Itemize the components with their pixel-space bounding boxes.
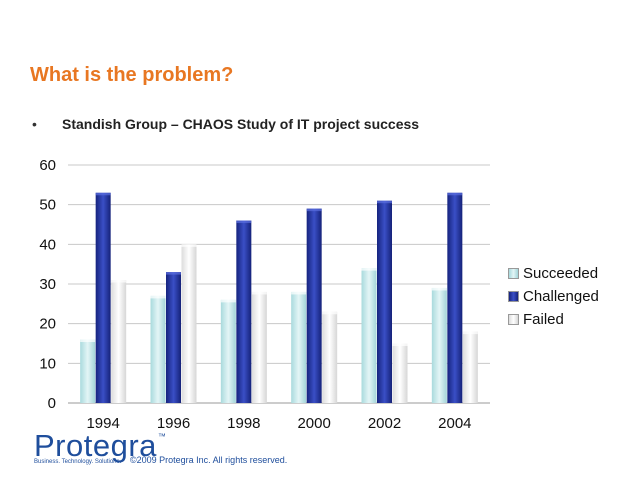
x-tick-label: 2000 [297, 415, 330, 432]
bar-cap-succeeded-1998 [220, 299, 236, 303]
legend-swatch-succeeded [508, 268, 519, 279]
bar-cap-succeeded-1994 [80, 339, 96, 343]
bar-cap-failed-2000 [322, 311, 338, 315]
y-tick-label: 10 [39, 355, 56, 372]
protegra-logo: Protegra™ [34, 428, 166, 464]
gridlines [68, 164, 490, 404]
y-axis-labels: 0 10 20 30 40 50 60 [39, 157, 56, 412]
legend-label-challenged: Challenged [523, 288, 599, 305]
y-tick-label: 60 [39, 157, 56, 174]
x-tick-label: 1994 [86, 415, 119, 432]
bar-succeeded-2000 [291, 291, 307, 403]
bullet-text: Standish Group – CHAOS Study of IT proje… [62, 116, 420, 132]
logo-tagline: Business. Technology. Solutions. [34, 459, 122, 465]
y-tick-label: 30 [39, 276, 56, 293]
bar-challenged-1998 [236, 220, 252, 403]
legend-swatch-challenged [508, 291, 519, 302]
chart-legend: Succeeded Challenged Failed [508, 262, 599, 331]
bar-cap-challenged-2002 [377, 200, 392, 204]
bar-failed-2000 [322, 311, 338, 403]
y-tick-label: 50 [39, 197, 56, 214]
bar-cap-challenged-1994 [95, 192, 111, 196]
bar-failed-1996 [181, 244, 197, 403]
bar-challenged-2000 [306, 208, 322, 403]
bar-failed-1994 [111, 280, 127, 403]
bar-cap-succeeded-2004 [431, 287, 447, 291]
bar-challenged-1994 [95, 192, 111, 403]
y-tick-label: 20 [39, 316, 56, 333]
bar-succeeded-2004 [431, 287, 447, 403]
bar-succeeded-1994 [80, 339, 96, 403]
logo-trademark: ™ [157, 432, 167, 441]
bar-cap-succeeded-2000 [291, 291, 307, 295]
y-tick-label: 40 [39, 236, 56, 253]
bar-succeeded-1996 [150, 295, 166, 403]
x-tick-label: 2002 [368, 415, 401, 432]
bullet-item: • Standish Group – CHAOS Study of IT proj… [32, 116, 419, 132]
bar-cap-challenged-2000 [306, 208, 322, 212]
x-axis-labels: 1994 1996 1998 2000 2002 2004 [86, 415, 471, 432]
x-tick-label: 1996 [157, 415, 190, 432]
bar-challenged-2004 [447, 192, 463, 403]
bar-failed-2002 [392, 343, 408, 403]
copyright-text: ©2009 Protegra Inc. All rights reserved. [130, 455, 288, 465]
bullet-marker: • [32, 116, 37, 132]
bar-succeeded-1998 [220, 299, 236, 403]
logo-text: Protegra [34, 428, 157, 463]
bar-cap-failed-1994 [111, 280, 127, 283]
bar-succeeded-2002 [361, 268, 377, 403]
bar-cap-failed-2004 [462, 331, 478, 335]
bar-cap-succeeded-2002 [361, 268, 377, 271]
legend-swatch-failed [508, 314, 519, 325]
bar-challenged-1996 [166, 272, 181, 403]
slide-title: What is the problem? [30, 64, 234, 86]
legend-label-succeeded: Succeeded [523, 265, 599, 282]
bar-cap-failed-1998 [251, 291, 267, 295]
bar-cap-failed-1996 [181, 244, 197, 247]
bar-cap-succeeded-1996 [150, 295, 166, 299]
bar-failed-1998 [251, 291, 267, 403]
bar-cap-challenged-1998 [236, 220, 252, 224]
bar-cap-challenged-1996 [166, 272, 181, 275]
bar-cap-failed-2002 [392, 343, 408, 346]
x-tick-label: 2004 [438, 415, 471, 432]
bar-challenged-2002 [377, 200, 392, 403]
legend-item-challenged: Challenged [508, 285, 599, 308]
legend-item-succeeded: Succeeded [508, 262, 599, 285]
y-tick-label: 0 [48, 395, 56, 412]
bar-cap-challenged-2004 [447, 192, 463, 196]
bar-chart: 0 10 20 30 40 50 60 1994 1996 1998 2000 2002 2004 [39, 157, 490, 432]
x-tick-label: 1998 [227, 415, 260, 432]
bars [80, 192, 478, 403]
legend-label-failed: Failed [523, 311, 564, 328]
bar-failed-2004 [462, 331, 478, 403]
legend-item-failed: Failed [508, 308, 599, 331]
